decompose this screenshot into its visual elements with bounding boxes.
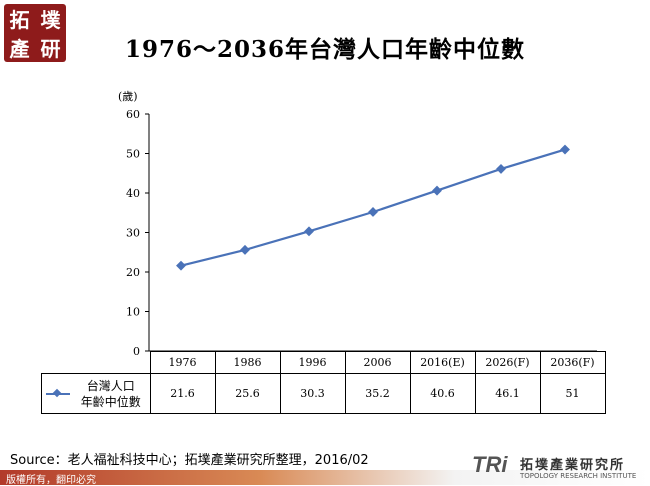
data-point	[176, 260, 186, 271]
y-tick-label: 50	[126, 148, 140, 161]
y-tick-label: 30	[126, 227, 140, 240]
y-tick-label: 10	[126, 306, 140, 319]
category-label: 2026(F)	[474, 351, 541, 374]
y-tick-label: 20	[126, 266, 140, 279]
source-note: Source：老人福祉科技中心；拓墣產業研究所整理，2016/02	[10, 453, 369, 468]
y-tick-label: 60	[126, 108, 140, 121]
category-label: 2036(F)	[539, 351, 606, 374]
logo-char: 墣	[40, 8, 61, 32]
copyright-text: 版權所有，翻印必究	[6, 475, 96, 486]
data-table-value-row: 台灣人口 年齡中位數 21.6 25.6 30.3 35.2 40.6 46.1…	[41, 373, 606, 414]
data-point	[368, 207, 378, 217]
data-point	[496, 163, 506, 174]
legend-label-line1: 台灣人口	[86, 378, 135, 393]
chart-title: 1976～2036年台灣人口年齡中位數	[124, 36, 526, 63]
logo-char: 研	[40, 37, 61, 61]
category-label: 1976	[149, 351, 216, 374]
footer-bar	[0, 470, 650, 485]
category-label: 2006	[344, 351, 411, 374]
data-table-corner	[41, 351, 151, 374]
logo-char: 拓	[9, 8, 30, 32]
data-value: 35.2	[344, 373, 411, 414]
brand-name-en: TOPOLOGY RESEARCH INSTITUTE	[520, 472, 637, 480]
data-value: 51	[539, 373, 606, 414]
data-value: 30.3	[279, 373, 346, 414]
logo-char: 產	[9, 37, 30, 61]
chart-axes	[148, 114, 597, 352]
company-logo: 拓 墣 產 研	[4, 4, 66, 62]
brand-logo: TRi 拓墣產業研究所 TOPOLOGY RESEARCH INSTITUTE	[472, 452, 642, 484]
brand-name-cn: 拓墣產業研究所	[520, 458, 626, 473]
data-value: 21.6	[149, 373, 216, 414]
data-value: 40.6	[409, 373, 476, 414]
data-table-header-row: 1976 1986 1996 2006 2016(E) 2026(F) 2036…	[41, 351, 606, 374]
legend-marker-icon	[46, 388, 70, 397]
category-label: 1986	[214, 351, 281, 374]
category-label: 2016(E)	[409, 351, 476, 374]
y-tick-label: 40	[126, 187, 140, 200]
data-point	[560, 144, 570, 155]
data-point	[240, 244, 250, 255]
y-axis-unit: (歲)	[118, 90, 138, 103]
data-value: 25.6	[214, 373, 281, 414]
brand-mark: TRi	[472, 452, 508, 477]
data-point	[304, 226, 314, 237]
data-table: 1976 1986 1996 2006 2016(E) 2026(F) 2036…	[41, 351, 606, 414]
legend-entry: 台灣人口 年齡中位數	[41, 373, 151, 414]
category-label: 1996	[279, 351, 346, 374]
data-value: 46.1	[474, 373, 541, 414]
series-points	[176, 144, 570, 271]
data-point	[432, 185, 442, 196]
legend-label-line2: 年齡中位數	[80, 394, 141, 409]
